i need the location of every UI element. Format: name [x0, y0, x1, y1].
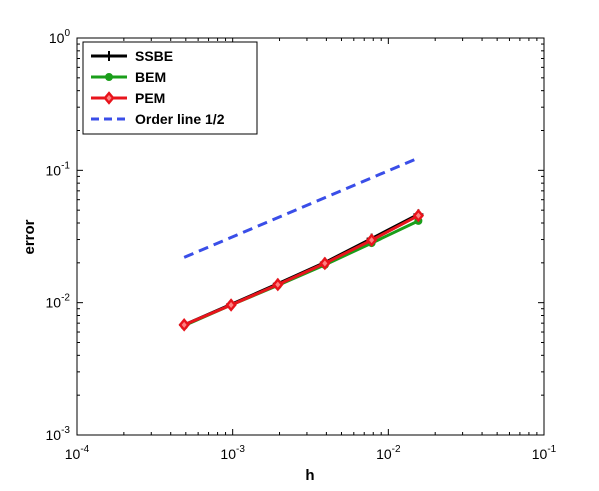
series-group — [178, 156, 425, 332]
series-line — [183, 156, 419, 259]
series-marker-highlight — [228, 302, 234, 309]
series-order-line-1-2 — [183, 156, 419, 259]
series-marker-highlight — [275, 281, 281, 288]
x-tick-label: 10-4 — [65, 444, 90, 462]
series-line — [183, 214, 420, 327]
y-tick-label: 10-2 — [46, 293, 71, 311]
legend-item: PEM — [91, 90, 165, 106]
legend-item: BEM — [91, 69, 166, 85]
series-pem — [178, 208, 425, 332]
legend-label: PEM — [135, 90, 165, 106]
series-marker — [105, 73, 113, 81]
x-axis-label: h — [305, 467, 314, 484]
legend-label: SSBE — [135, 48, 173, 64]
series-marker-highlight — [322, 260, 328, 267]
series-marker-highlight — [369, 237, 375, 244]
y-tick-label: 100 — [49, 28, 71, 46]
legend-label: BEM — [135, 69, 166, 85]
x-tick-label: 10-2 — [376, 444, 401, 462]
series-marker-highlight — [415, 212, 421, 219]
legend-item: Order line 1/2 — [91, 111, 225, 127]
x-tick-label: 10-3 — [220, 444, 245, 462]
x-tick-label: 10-1 — [532, 444, 557, 462]
y-tick-label: 10-1 — [46, 160, 71, 178]
y-tick-label: 10-3 — [46, 425, 71, 443]
y-axis-label: error — [21, 219, 38, 254]
series-marker-highlight — [106, 95, 112, 101]
legend-item: SSBE — [91, 48, 173, 64]
legend: SSBE BEM PEM Order line 1/2 — [82, 41, 258, 135]
legend-label: Order line 1/2 — [135, 111, 225, 127]
series-marker-highlight — [181, 321, 187, 328]
